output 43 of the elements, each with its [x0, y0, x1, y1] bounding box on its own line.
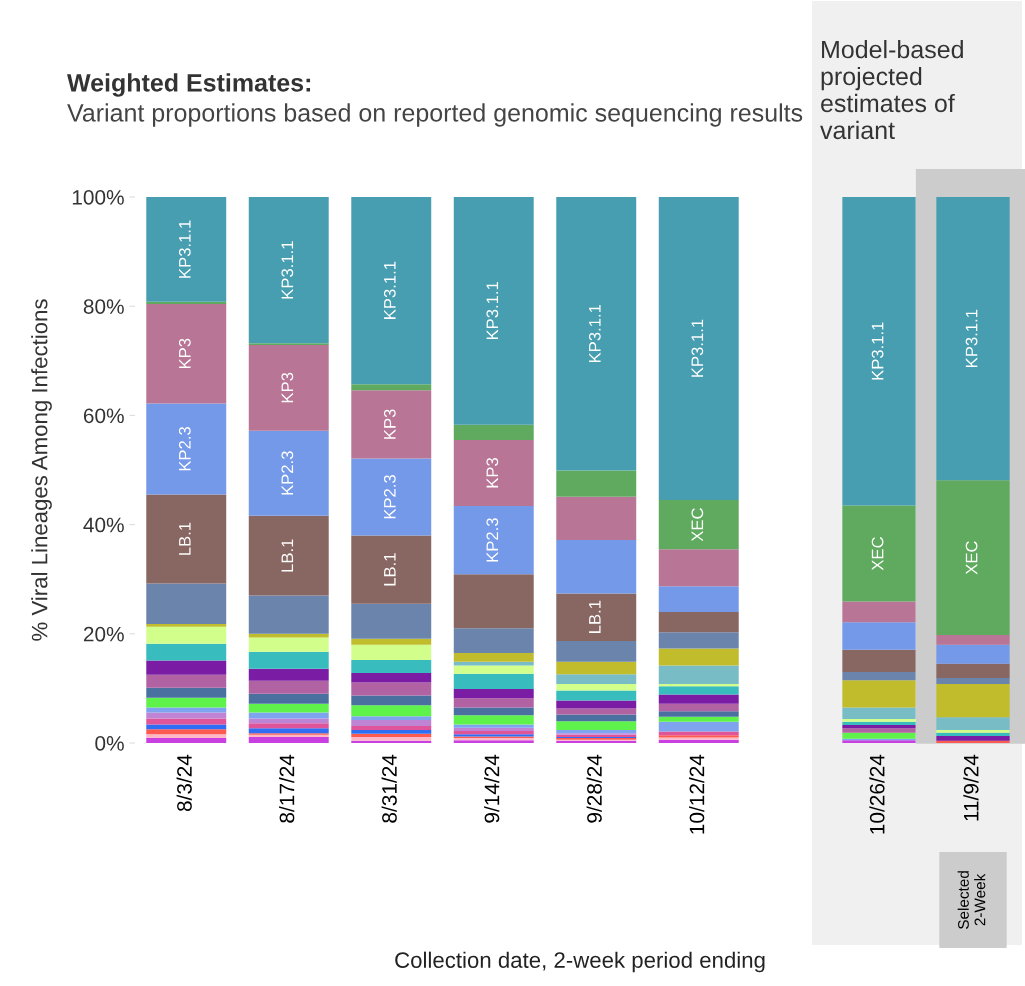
data-label: LB.1: [589, 600, 601, 633]
y-tick-label: 60%: [83, 408, 124, 424]
x-tick-label: 11/9/24: [963, 754, 979, 821]
data-label: KP3.1.1: [691, 319, 704, 377]
data-label: KP3.1.1: [965, 309, 978, 367]
y-tick-label: 40%: [83, 517, 124, 533]
x-tick-label: 9/14/24: [484, 754, 500, 823]
y-axis-title: % Viral Lineages Among Infections: [31, 299, 52, 641]
data-label: LB.1: [281, 539, 294, 572]
data-label: KP2.3: [281, 451, 294, 495]
data-label: XEC: [691, 508, 704, 542]
x-tick-label: 8/31/24: [381, 754, 397, 823]
data-label: KP2.3: [486, 518, 499, 562]
x-axis-title: Collection date, 2-week period ending: [395, 951, 765, 973]
data-label: KP2.3: [178, 427, 191, 471]
data-label: KP3.1.1: [178, 220, 191, 278]
text: Selected 2-Week: [957, 871, 986, 929]
data-label: KP3.1.1: [871, 322, 884, 380]
x-tick-label: 8/17/24: [279, 754, 295, 823]
data-label: KP3: [486, 457, 499, 488]
chart-title: Model-based projected estimates of variant: [820, 40, 963, 140]
data-label: KP2.3: [383, 475, 396, 519]
y-tick-label: 100%: [72, 190, 124, 205]
data-label: KP3.1.1: [588, 304, 601, 363]
data-label: KP3.1.1: [281, 241, 294, 299]
chart-subtitle: Variant proportions based on reported genomic sequencing results: [67, 103, 803, 127]
y-tick-label: 0%: [95, 736, 124, 751]
data-label: XEC: [871, 537, 884, 571]
x-tick-label: 8/3/24: [176, 754, 192, 812]
x-tick-label: 10/26/24: [869, 754, 885, 834]
data-label: KP3: [178, 338, 191, 369]
data-label: KP3.1.1: [486, 282, 499, 340]
x-tick-label: 10/12/24: [689, 754, 705, 834]
chart-title: Weighted Estimates:: [67, 73, 311, 97]
x-tick-label: 9/28/24: [586, 754, 602, 823]
data-label: KP3: [281, 372, 294, 403]
data-label: XEC: [965, 541, 978, 575]
data-label: LB.1: [384, 553, 396, 586]
data-label: KP3: [383, 409, 396, 439]
y-tick-label: 20%: [83, 626, 124, 642]
data-label: KP3.1.1: [383, 261, 396, 319]
y-tick-label: 80%: [83, 299, 124, 314]
data-label: LB.1: [179, 522, 191, 555]
